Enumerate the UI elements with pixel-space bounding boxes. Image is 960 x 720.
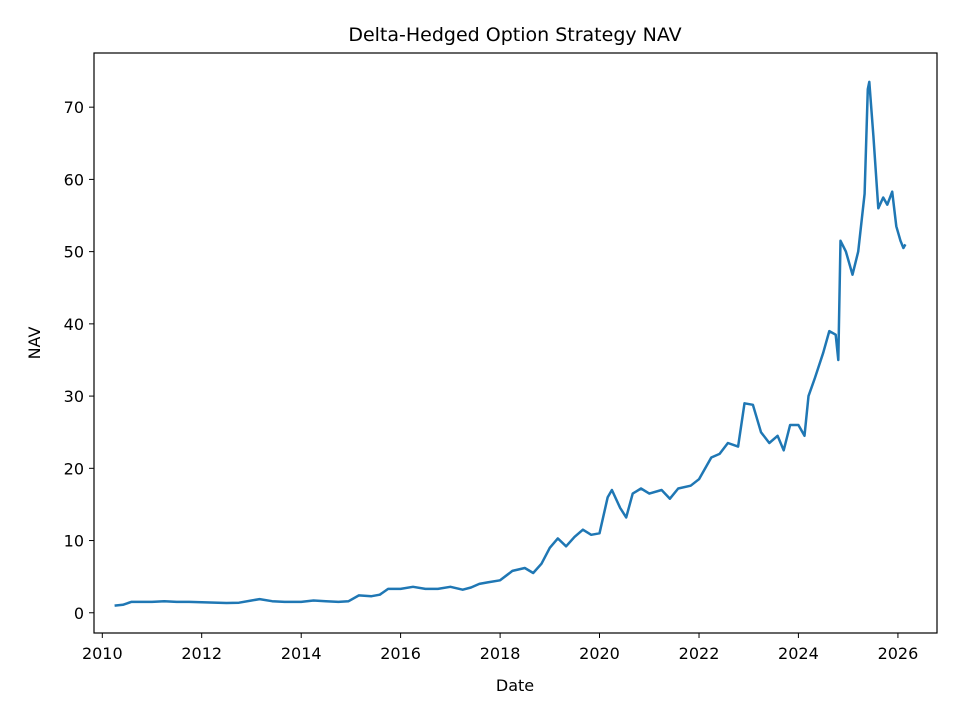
y-tick-label: 50 <box>64 243 84 262</box>
y-axis: 0 10 20 30 40 50 60 70 <box>64 98 94 623</box>
x-tick-label: 2012 <box>181 644 222 663</box>
y-tick-label: 20 <box>64 459 84 478</box>
x-tick-label: 2024 <box>778 644 819 663</box>
chart-title: Delta-Hedged Option Strategy NAV <box>348 24 681 46</box>
x-tick-label: 2014 <box>281 644 322 663</box>
y-tick-label: 70 <box>64 98 84 117</box>
y-tick-label: 40 <box>64 315 84 334</box>
x-tick-label: 2020 <box>579 644 620 663</box>
x-tick-label: 2016 <box>380 644 421 663</box>
y-tick-label: 10 <box>64 532 84 551</box>
plot-area-frame <box>93 52 938 634</box>
x-tick-label: 2026 <box>878 644 919 663</box>
y-tick-label: 30 <box>64 387 84 406</box>
nav-series-line <box>114 80 907 607</box>
x-axis-title: Date <box>496 676 534 695</box>
x-tick-label: 2018 <box>480 644 521 663</box>
x-tick-label: 2010 <box>82 644 123 663</box>
y-tick-label: 0 <box>74 604 84 623</box>
x-tick-label: 2022 <box>679 644 720 663</box>
x-axis: 2010 2012 2014 2016 2018 2020 2022 2024 2026 <box>82 633 918 663</box>
y-axis-title: NAV <box>25 327 44 360</box>
y-tick-label: 60 <box>64 170 84 189</box>
